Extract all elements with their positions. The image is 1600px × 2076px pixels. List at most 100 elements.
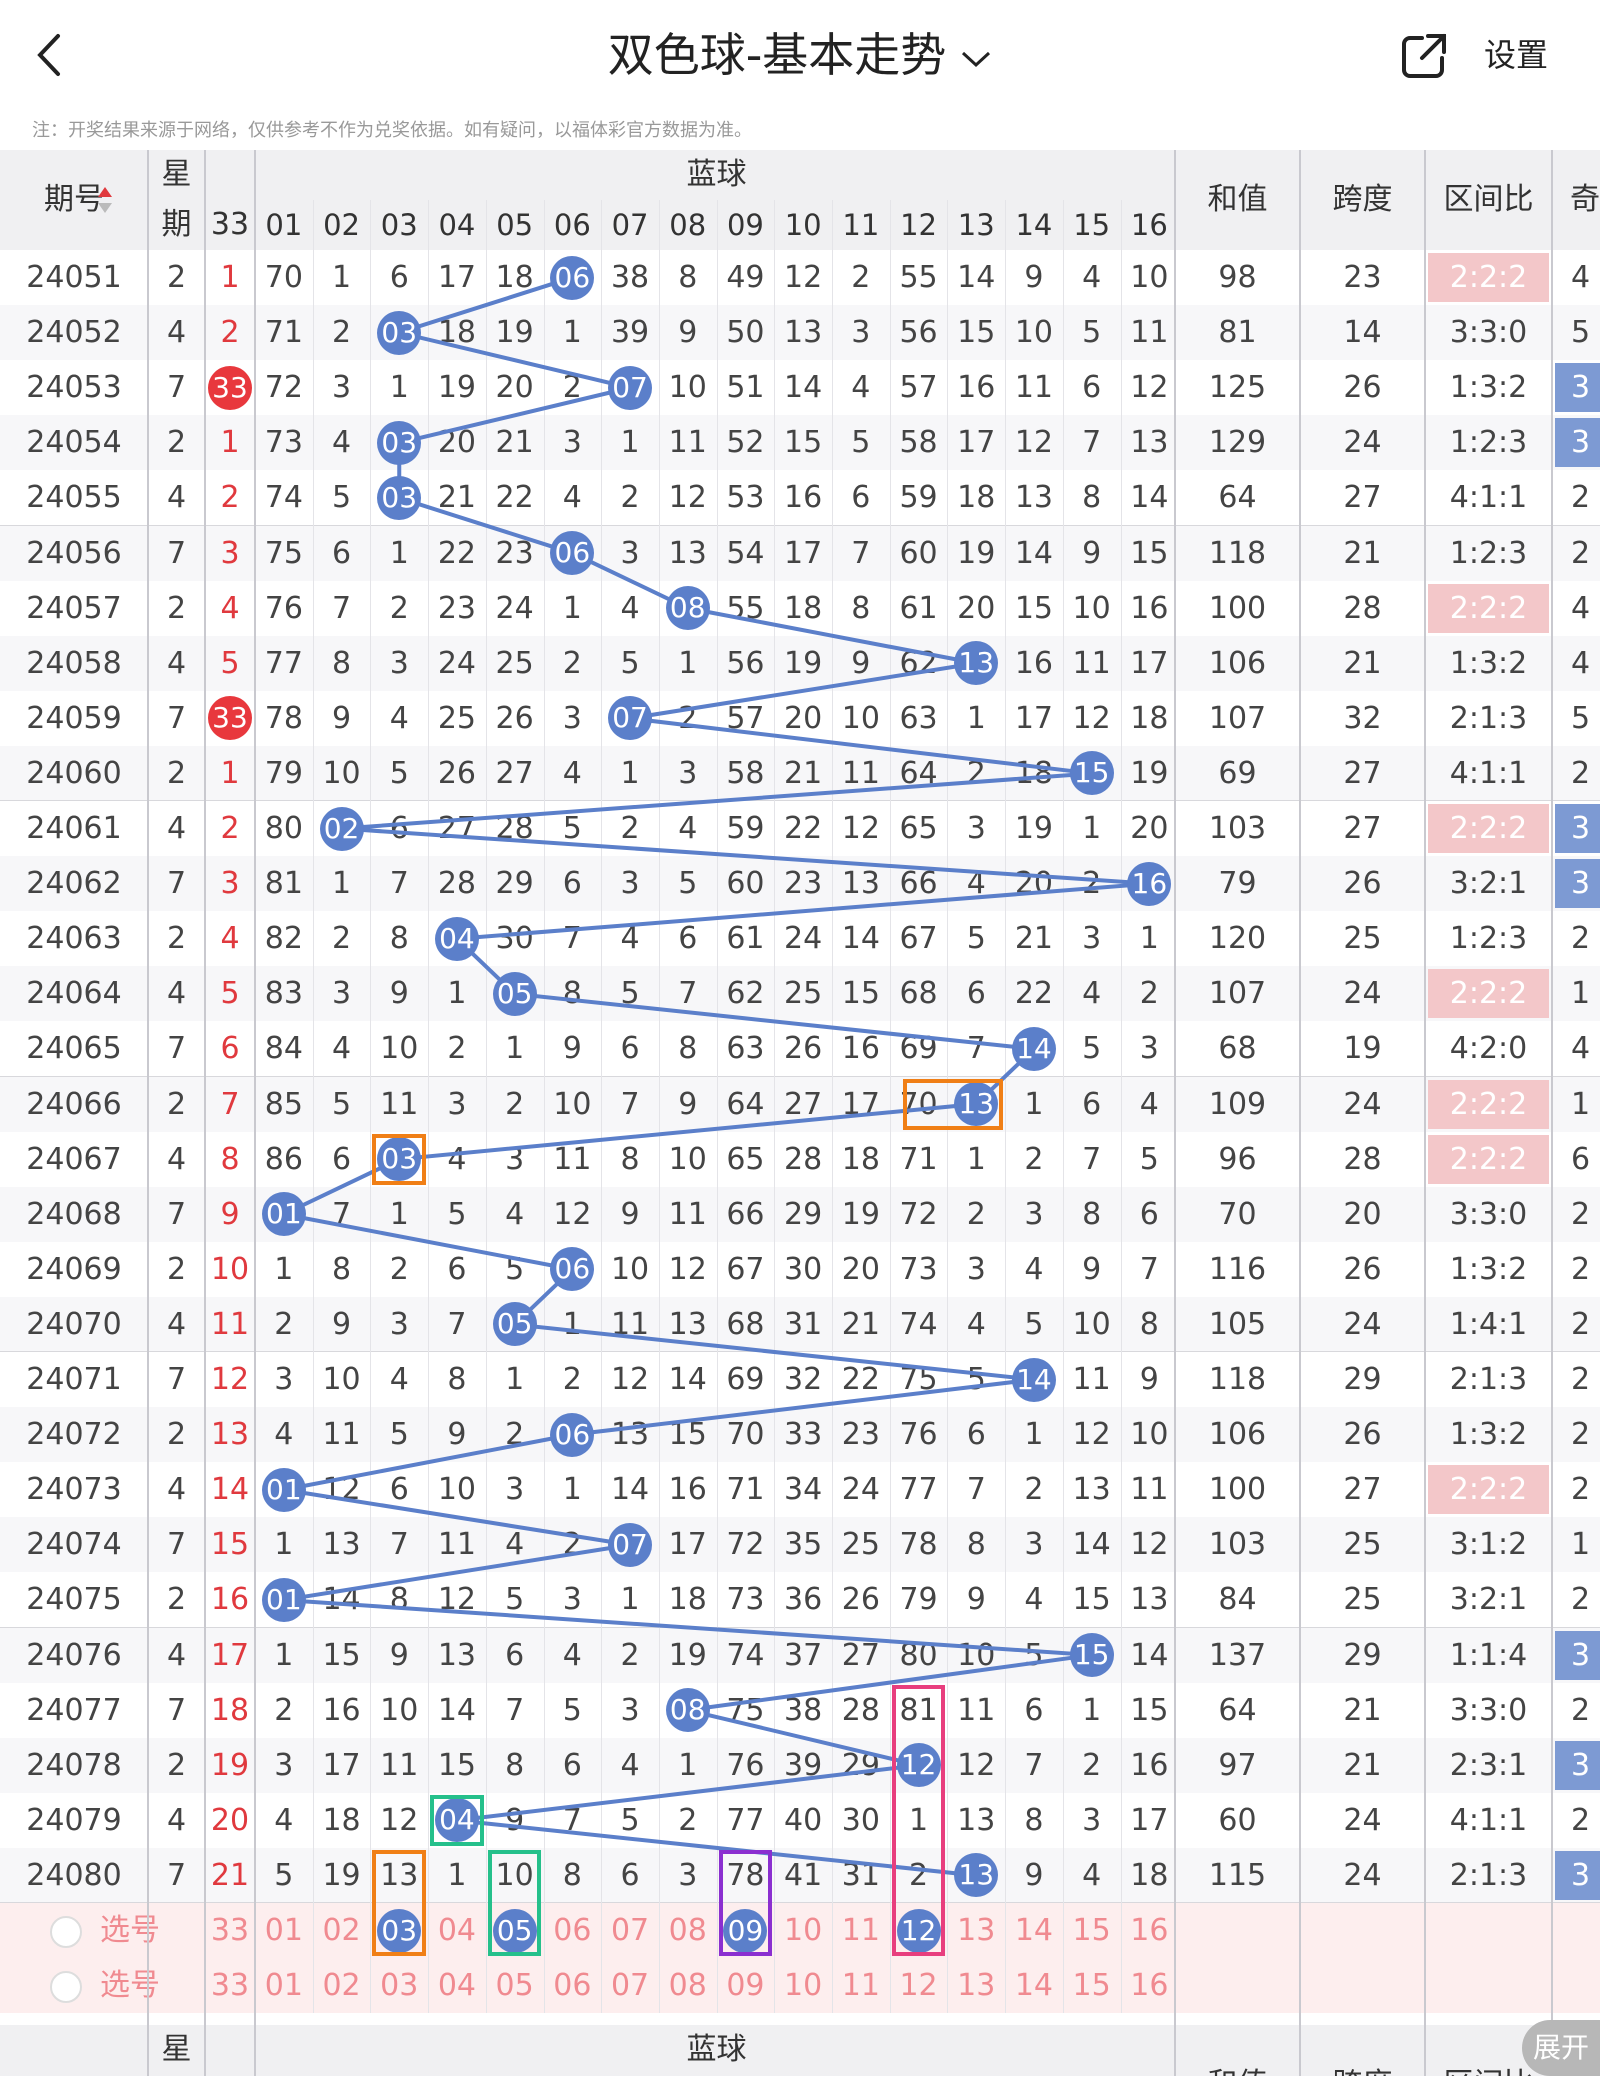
weekday-cell: 7 [166,370,187,406]
blue-miss-cell: 9 [1024,260,1044,295]
weekday-cell: 4 [166,976,187,1012]
select-red-33[interactable]: 33 [210,1968,250,2004]
blue-miss-cell: 4 [331,425,352,461]
select-number[interactable]: 09 [726,1968,765,2004]
select-number[interactable]: 07 [610,1913,650,1948]
expand-button[interactable]: 展开 [1522,2020,1600,2076]
blue-miss-cell: 2 [331,921,352,957]
footer-period: - [0,2045,148,2076]
blue-miss-cell: 57 [899,370,938,406]
blue-miss-cell: 2 [851,260,871,295]
blue-miss-cell: 1 [1082,811,1102,846]
blue-miss-cell: 8 [620,1141,640,1177]
red-miss-cell: 2 [220,811,240,846]
blue-miss-cell: 6 [1082,1086,1102,1122]
select-number[interactable]: 07 [610,1968,650,2004]
select-radio[interactable] [50,1971,82,2004]
blue-miss-cell: 5 [966,921,986,957]
select-red-33[interactable]: 33 [210,1913,250,1948]
red-miss-cell: 13 [210,1417,250,1453]
blue-miss-cell: 2 [1082,866,1102,902]
page-title[interactable]: 双色球-基本走势 [0,20,1600,90]
select-number[interactable]: 02 [322,1913,361,1948]
blue-miss-cell: 37 [784,1637,823,1673]
blue-miss-cell: 85 [264,1086,303,1122]
select-number[interactable]: 08 [668,1968,707,2004]
picked-blue-ball[interactable]: 12 [896,1908,941,1953]
period-cell: 24061 [26,811,122,846]
select-number[interactable]: 03 [380,1968,419,2004]
select-number[interactable]: 08 [668,1913,707,1948]
span-cell: 28 [1343,1141,1382,1177]
blue-miss-cell: 3 [1024,1196,1044,1232]
blue-miss-cell: 73 [264,425,303,461]
picked-blue-ball[interactable]: 03 [377,1908,422,1953]
picked-blue-ball[interactable]: 09 [723,1908,768,1953]
select-number[interactable]: 13 [957,1968,996,2004]
select-number[interactable]: 15 [1072,1913,1111,1948]
select-number[interactable]: 01 [264,1913,303,1948]
header-period[interactable]: 期号 [0,150,148,250]
blue-ball: 13 [954,1853,999,1898]
blue-miss-cell: 62 [726,976,765,1012]
select-number[interactable]: 11 [841,1913,880,1948]
select-number[interactable]: 16 [1130,1968,1169,2004]
share-external-icon[interactable] [1400,32,1448,80]
select-number[interactable]: 11 [841,1968,880,2004]
blue-miss-cell: 32 [784,1362,823,1397]
blue-miss-cell: 23 [437,590,477,626]
period-cell: 24063 [26,921,122,957]
select-number[interactable]: 04 [437,1913,477,1948]
blue-miss-cell: 11 [1072,1362,1111,1397]
ratio-cell: 1:3:2 [1449,1417,1528,1453]
select-number[interactable]: 05 [495,1968,534,2004]
select-number[interactable]: 12 [899,1968,938,2004]
blue-miss-cell: 71 [899,1141,938,1177]
select-number[interactable]: 06 [553,1968,592,2004]
select-number[interactable]: 10 [784,1913,823,1948]
period-cell: 24080 [26,1857,122,1893]
sum-cell: 100 [1208,1472,1267,1508]
select-number[interactable]: 10 [784,1968,823,2004]
select-label[interactable]: 选号 [100,1913,160,1948]
blue-miss-cell: 18 [841,1141,880,1177]
blue-ball: 15 [1069,1633,1114,1678]
blue-miss-cell: 1 [389,370,409,406]
blue-miss-cell: 8 [331,1251,352,1287]
span-cell: 24 [1343,1306,1382,1342]
span-cell: 21 [1343,645,1382,681]
ratio-cell: 2:2:2 [1428,969,1549,1019]
blue-miss-cell: 16 [322,1692,361,1728]
select-label[interactable]: 选号 [100,1968,160,2004]
blue-miss-cell: 5 [562,1692,582,1728]
select-number[interactable]: 15 [1072,1968,1111,2004]
chevron-left-icon[interactable] [30,30,70,80]
select-number[interactable]: 16 [1130,1913,1169,1948]
blue-miss-cell: 3 [274,1747,294,1783]
blue-miss-cell: 11 [1130,315,1169,351]
blue-miss-cell: 13 [668,535,707,571]
odd-cell: 2 [1571,1802,1591,1838]
select-number[interactable]: 14 [1014,1913,1054,1948]
select-number[interactable]: 14 [1014,1968,1054,2004]
blue-miss-cell: 75 [264,535,303,571]
select-number[interactable]: 01 [264,1968,303,2004]
blue-miss-cell: 12 [1130,370,1169,406]
select-number[interactable]: 02 [322,1968,361,2004]
select-number[interactable]: 06 [553,1913,592,1948]
blue-miss-cell: 10 [668,370,707,406]
blue-miss-cell: 7 [562,1802,582,1838]
blue-miss-cell: 68 [899,976,938,1012]
picked-blue-ball[interactable]: 05 [492,1908,537,1953]
highlight-box-pink [891,1684,946,1957]
sum-cell: 106 [1208,645,1267,681]
odd-cell: 3 [1555,1850,1600,1900]
footer-weekday-top: 星 [148,2025,205,2076]
settings-button[interactable]: 设置 [1484,36,1549,74]
select-number[interactable]: 13 [957,1913,996,1948]
sort-icon[interactable] [96,185,114,215]
column-divider [204,150,206,2076]
select-number[interactable]: 04 [437,1968,477,2004]
select-radio[interactable] [50,1916,82,1948]
blue-miss-cell: 23 [784,866,823,902]
